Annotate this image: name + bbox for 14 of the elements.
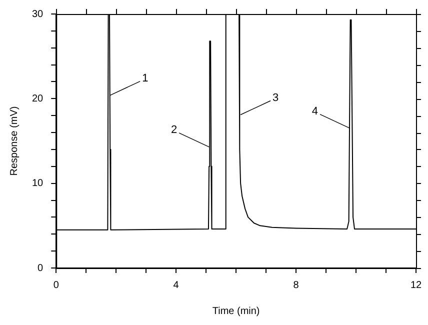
y-tick-label: 0 — [38, 262, 44, 274]
y-axis-title: Response (mV) — [8, 106, 20, 176]
y-tick-label: 20 — [32, 93, 44, 104]
y-tick-label: 10 — [32, 178, 44, 190]
x-axis-title: Time (min) — [212, 306, 260, 317]
annotation: 2 — [170, 124, 178, 136]
annotation: 4 — [312, 105, 318, 118]
annotation: 1 — [142, 72, 148, 84]
x-tick-label: 0 — [53, 280, 60, 291]
annotation: 3 — [272, 92, 279, 104]
y-tick-label: 30 — [32, 8, 44, 20]
x-tick-label: 4 — [173, 280, 180, 291]
x-tick-label: 12 — [410, 280, 422, 291]
x-tick-label: 8 — [293, 280, 300, 291]
